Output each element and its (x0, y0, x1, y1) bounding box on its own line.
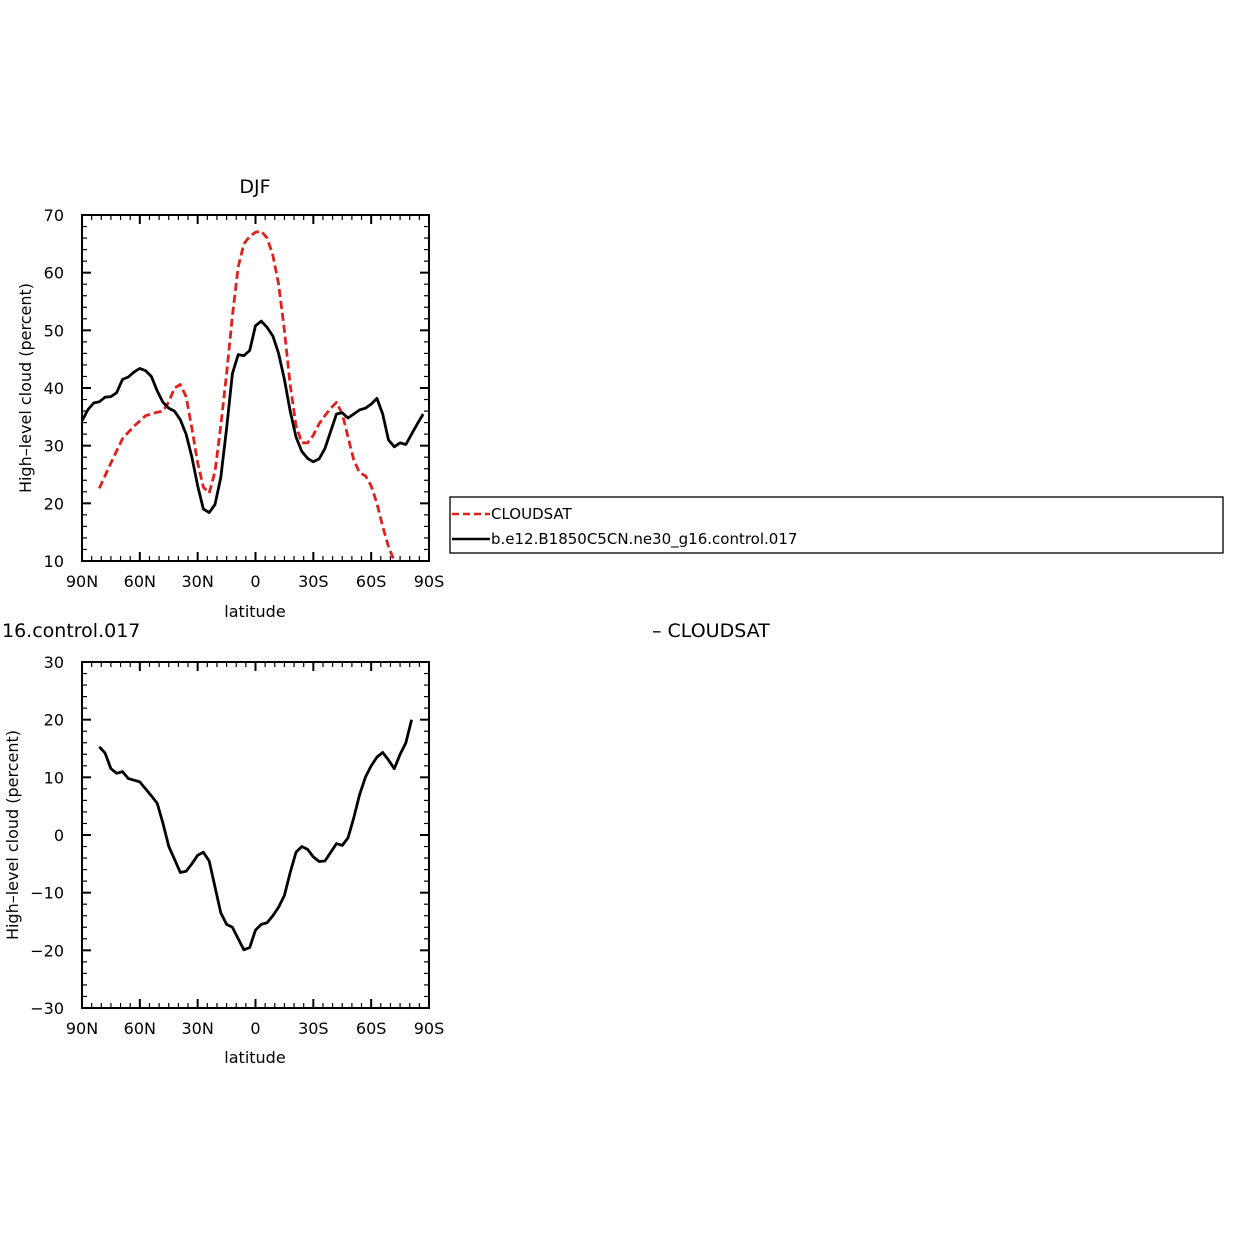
top-y-tick-label: 70 (44, 206, 64, 225)
bottom-plot-frame (81, 661, 430, 1009)
top-chart-title: DJF (239, 176, 270, 198)
bottom-x-tick-label: 30S (298, 1019, 329, 1038)
bottom-x-tick-label: 60N (124, 1019, 156, 1038)
bottom-x-tick-label: 0 (250, 1019, 260, 1038)
bottom-x-axis-label: latitude (224, 1048, 285, 1067)
top-y-tick-label: 10 (44, 552, 64, 571)
lower-title-left: 16.control.017 (2, 620, 140, 642)
top-x-tick-label: 90N (66, 572, 98, 591)
bottom-y-tick-label: 10 (44, 768, 64, 787)
top-y-tick-label: 20 (44, 494, 64, 513)
bottom-y-tick-label: −20 (30, 941, 64, 960)
top-x-tick-label: 60S (356, 572, 387, 591)
top-x-tick-label: 0 (250, 572, 260, 591)
top-legend: CLOUDSAT b.e12.B1850C5CN.ne30_g16.contro… (449, 496, 1224, 554)
bottom-y-tick-label: 30 (44, 653, 64, 672)
top-chart-panel: DJF latitude High–level cloud (percent) … (16, 176, 444, 621)
legend-label-model: b.e12.B1850C5CN.ne30_g16.control.017 (491, 530, 797, 549)
top-y-axis-label: High–level cloud (percent) (16, 283, 35, 493)
bottom-x-tick-label: 30N (182, 1019, 214, 1038)
top-x-tick-label: 60N (124, 572, 156, 591)
bottom-x-tick-label: 90S (414, 1019, 445, 1038)
bottom-y-tick-label: −30 (30, 999, 64, 1018)
top-x-tick-label: 90S (414, 572, 445, 591)
top-x-tick-label: 30N (182, 572, 214, 591)
top-x-tick-label: 30S (298, 572, 329, 591)
bottom-x-tick-label: 90N (66, 1019, 98, 1038)
bottom-y-axis-label: High–level cloud (percent) (3, 730, 22, 940)
bottom-y-tick-label: 20 (44, 711, 64, 730)
top-x-axis-label: latitude (224, 602, 285, 621)
top-y-tick-label: 60 (44, 264, 64, 283)
legend-label-cloudsat: CLOUDSAT (491, 505, 573, 523)
top-series-line-cloudsat (98, 229, 396, 561)
bottom-y-tick-label: 0 (54, 826, 64, 845)
bottom-series-line-model (98, 719, 413, 952)
top-y-tick-label: 50 (44, 321, 64, 340)
lower-title-right: – CLOUDSAT (652, 620, 770, 642)
bottom-y-tick-label: −10 (30, 884, 64, 903)
top-y-tick-label: 40 (44, 379, 64, 398)
top-series-line-model (82, 319, 425, 514)
bottom-chart-panel: latitude High–level cloud (percent) 90N 6… (3, 653, 444, 1067)
bottom-x-tick-label: 60S (356, 1019, 387, 1038)
top-y-tick-label: 30 (44, 437, 64, 456)
legend-frame (449, 496, 1224, 554)
